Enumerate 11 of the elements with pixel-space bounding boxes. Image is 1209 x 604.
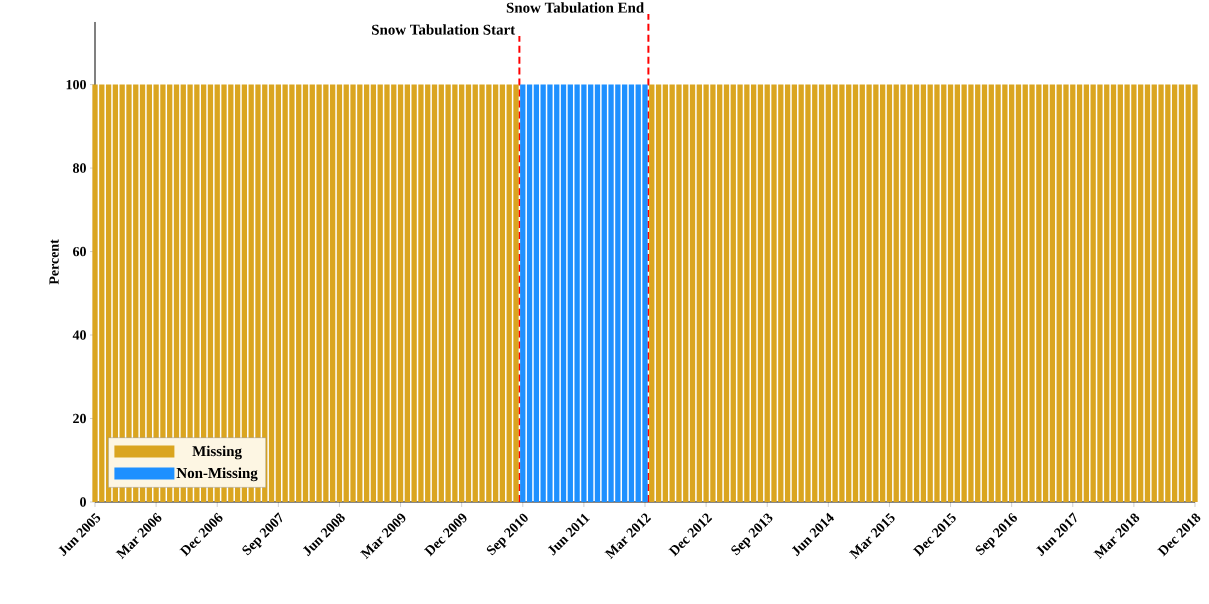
- y-tick-label: 20: [73, 413, 86, 424]
- y-axis-title: Percent: [49, 239, 59, 285]
- y-tick-label: 0: [80, 497, 86, 507]
- y-tick-label: 100: [66, 79, 86, 90]
- y-tick-label: 60: [73, 246, 86, 257]
- legend-label: Missing: [192, 445, 242, 460]
- y-tick-label: 40: [72, 330, 86, 340]
- ref-line-label: Snow Tabulation End: [506, 2, 645, 13]
- legend-label: Non-Missing: [176, 467, 258, 482]
- ref-line-label: Snow Tabulation Start: [372, 24, 516, 35]
- y-tick-label: 80: [73, 163, 86, 173]
